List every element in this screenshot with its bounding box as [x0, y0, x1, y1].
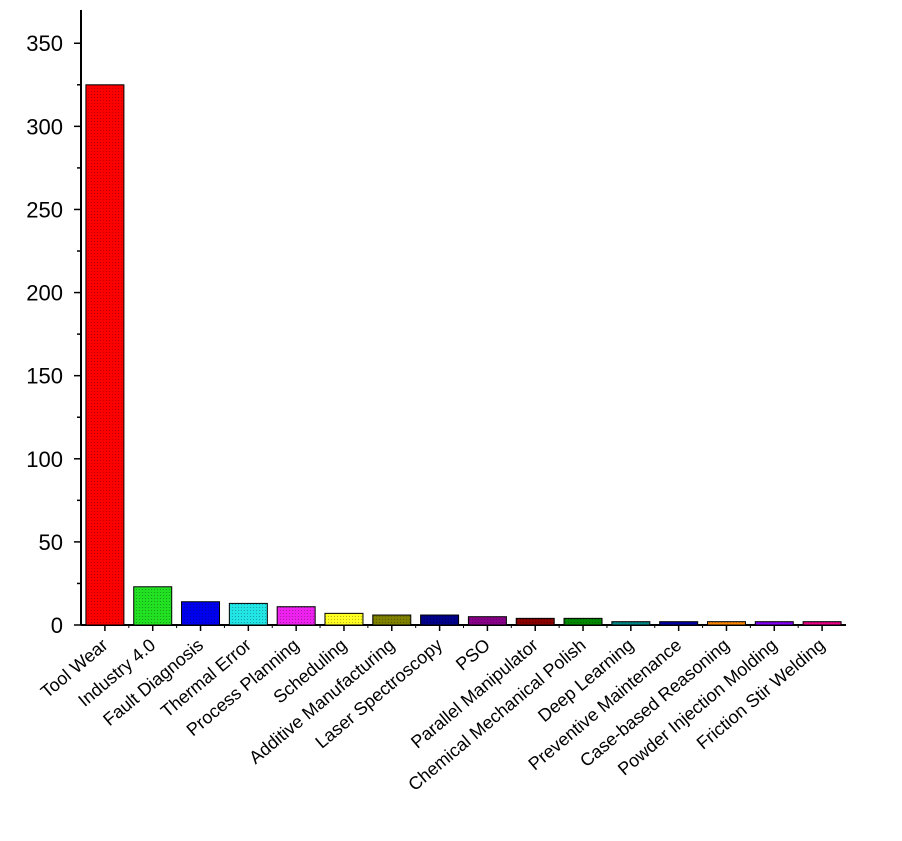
y-tick-label: 150 [26, 364, 63, 389]
bar-texture [324, 613, 363, 625]
bars [85, 84, 842, 626]
bar-texture [803, 621, 842, 625]
bar-texture [372, 615, 411, 625]
bar-texture [755, 621, 794, 625]
y-tick-label: 350 [26, 31, 63, 56]
y-tick-label: 0 [51, 613, 63, 638]
bar-texture [516, 618, 555, 625]
bar-texture [133, 586, 172, 625]
bar-texture [181, 601, 220, 625]
y-tick-label: 100 [26, 447, 63, 472]
axes: 0 50 100 150 200 250 300 350 [26, 10, 846, 638]
y-tick-label: 300 [26, 114, 63, 139]
bar-texture [420, 615, 459, 625]
y-tick-label: 200 [26, 281, 63, 306]
bar-texture [468, 616, 507, 625]
y-tick-label: 250 [26, 197, 63, 222]
y-tick-label: 50 [39, 530, 63, 555]
bar-texture [659, 621, 698, 625]
bar-texture [707, 621, 746, 625]
bar-texture [564, 618, 603, 625]
bar-texture [229, 603, 268, 625]
bar-texture [85, 84, 124, 625]
bar-texture [611, 621, 650, 625]
bar-texture [277, 606, 316, 625]
